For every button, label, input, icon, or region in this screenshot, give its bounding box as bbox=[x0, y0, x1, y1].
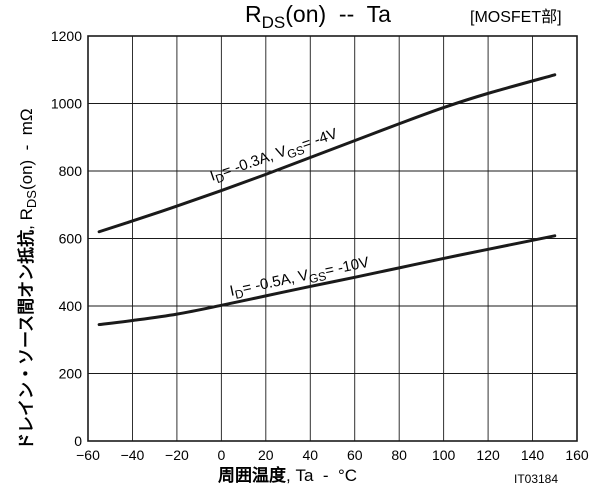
x-tick-label: −60 bbox=[76, 447, 100, 463]
y-axis-label: ドレイン・ソース間オン抵抗, RDS(on) - mΩ bbox=[16, 108, 39, 450]
chart-title-tag: [MOSFET部] bbox=[470, 8, 562, 26]
y-tick-label: 1000 bbox=[51, 96, 82, 112]
chart-title-rest: (on) -- Ta bbox=[285, 1, 391, 27]
series-label-2-i-sub: D bbox=[234, 286, 246, 302]
x-tick-label: 80 bbox=[391, 447, 407, 463]
y-tick-label: 400 bbox=[59, 298, 83, 314]
x-tick-label: 100 bbox=[432, 447, 456, 463]
y-axis-label-strong: ドレイン・ソース間オン抵抗 bbox=[16, 230, 36, 450]
series-label-1-mid: = -0.3A, V bbox=[220, 143, 289, 181]
x-tick-label: 0 bbox=[217, 447, 225, 463]
series-label-2-v-sub: GS bbox=[308, 269, 328, 286]
tick-labels: −60 −40 −20 0 20 40 60 80 100 120 140 160 0 200 400 600… bbox=[51, 28, 589, 463]
x-axis-label: 周囲温度, Ta - °C bbox=[218, 465, 357, 485]
x-tick-label: 60 bbox=[347, 447, 363, 463]
grid bbox=[88, 36, 577, 441]
y-axis-label-mid: , R bbox=[17, 208, 36, 230]
series-label-1: ID= -0.3A, VGS= -4V bbox=[208, 125, 341, 187]
series-label-1-i: I bbox=[208, 167, 217, 184]
x-axis-label-strong: 周囲温度 bbox=[218, 465, 287, 485]
y-axis-label-subscript: DS bbox=[24, 190, 39, 208]
x-tick-label: 120 bbox=[476, 447, 500, 463]
y-tick-label: 600 bbox=[59, 231, 83, 247]
chart-title-subscript: DS bbox=[262, 13, 286, 32]
x-axis-label-rest: , Ta - °C bbox=[286, 466, 357, 485]
y-axis-label-rest: (on) - mΩ bbox=[17, 108, 36, 190]
y-tick-label: 200 bbox=[59, 366, 83, 382]
series-line-2 bbox=[97, 234, 557, 327]
y-tick-label: 0 bbox=[74, 433, 82, 449]
x-tick-label: −40 bbox=[121, 447, 145, 463]
chart-title-main: R bbox=[245, 1, 262, 27]
x-tick-label: 40 bbox=[302, 447, 318, 463]
y-tick-label: 800 bbox=[59, 163, 83, 179]
x-tick-label: −20 bbox=[165, 447, 189, 463]
plot-frame bbox=[87, 35, 578, 442]
x-tick-label: 20 bbox=[258, 447, 274, 463]
series-label-2-i: I bbox=[228, 282, 236, 299]
x-tick-label: 160 bbox=[565, 447, 589, 463]
series-label-1-v-sub: GS bbox=[285, 143, 306, 162]
figure-id: IT03184 bbox=[514, 472, 558, 486]
series-line-1 bbox=[97, 73, 557, 234]
chart-title: RDS(on) -- Ta bbox=[245, 1, 391, 32]
y-tick-label: 1200 bbox=[51, 28, 82, 44]
series-layer bbox=[97, 73, 557, 327]
x-tick-label: 140 bbox=[521, 447, 545, 463]
